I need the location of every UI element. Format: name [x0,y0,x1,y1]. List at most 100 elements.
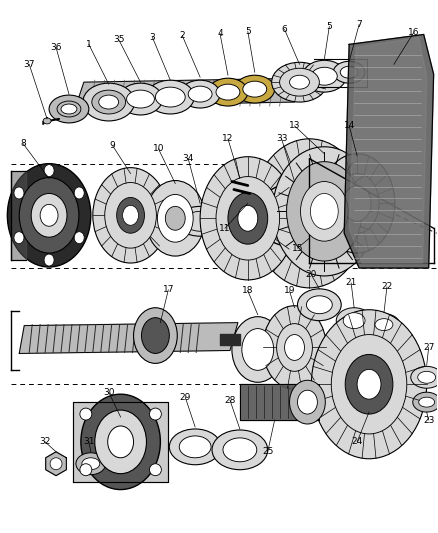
Ellipse shape [74,232,84,244]
Polygon shape [73,402,168,482]
Text: 24: 24 [351,438,363,446]
Ellipse shape [76,453,106,475]
Ellipse shape [419,397,434,407]
Ellipse shape [82,458,100,470]
Ellipse shape [149,464,161,475]
Text: 33: 33 [276,134,287,143]
Ellipse shape [228,192,268,244]
Ellipse shape [80,464,92,475]
Ellipse shape [311,310,427,459]
Text: 29: 29 [180,393,191,402]
Text: 7: 7 [356,20,362,29]
Ellipse shape [307,296,332,314]
Ellipse shape [270,161,349,265]
Text: 16: 16 [408,28,420,37]
Ellipse shape [165,206,185,230]
Ellipse shape [83,83,134,121]
Text: 2: 2 [180,31,185,40]
Ellipse shape [336,308,372,334]
Ellipse shape [57,101,81,117]
Text: 12: 12 [222,134,233,143]
Text: 6: 6 [282,25,287,34]
Text: 28: 28 [224,395,236,405]
Ellipse shape [212,430,268,470]
Ellipse shape [418,372,436,383]
Ellipse shape [61,104,77,114]
Ellipse shape [285,335,304,360]
Ellipse shape [99,95,119,109]
Ellipse shape [93,168,168,263]
Ellipse shape [92,90,126,114]
Ellipse shape [80,408,92,420]
Ellipse shape [375,319,393,330]
Ellipse shape [123,205,138,225]
Ellipse shape [286,161,362,261]
Ellipse shape [368,314,400,336]
Ellipse shape [290,75,309,89]
Text: 37: 37 [24,60,35,69]
Ellipse shape [74,187,84,199]
Ellipse shape [303,60,346,92]
Ellipse shape [263,306,326,389]
Ellipse shape [179,436,211,458]
Ellipse shape [311,67,337,85]
Ellipse shape [44,254,54,266]
Text: 15: 15 [292,244,303,253]
Ellipse shape [272,62,327,102]
Text: 11: 11 [219,224,231,233]
Text: 14: 14 [343,122,355,131]
Ellipse shape [155,87,185,107]
Ellipse shape [232,317,283,382]
Text: 32: 32 [39,438,51,446]
Ellipse shape [340,66,358,78]
Ellipse shape [49,95,89,123]
Text: 30: 30 [103,387,114,397]
Ellipse shape [242,329,274,370]
Ellipse shape [81,394,160,490]
Ellipse shape [188,86,212,102]
Ellipse shape [311,193,338,229]
Ellipse shape [40,204,58,226]
Text: 10: 10 [152,144,164,154]
Ellipse shape [108,426,134,458]
Ellipse shape [345,354,393,414]
Polygon shape [76,78,303,106]
Text: 35: 35 [113,35,124,44]
Ellipse shape [216,84,240,100]
Text: 8: 8 [21,139,26,148]
Ellipse shape [180,80,220,108]
Ellipse shape [343,185,371,221]
Polygon shape [19,322,238,353]
Text: 1: 1 [86,40,92,49]
Ellipse shape [243,81,267,97]
Ellipse shape [319,154,395,253]
Text: 13: 13 [289,122,300,131]
Ellipse shape [208,78,248,106]
Text: 23: 23 [423,416,434,424]
Ellipse shape [117,197,145,233]
Ellipse shape [170,429,221,465]
Ellipse shape [105,182,156,248]
Text: 18: 18 [242,286,254,295]
Text: 36: 36 [50,43,62,52]
Text: 22: 22 [381,282,392,292]
Ellipse shape [297,289,341,321]
Ellipse shape [223,438,257,462]
Text: 21: 21 [346,278,357,287]
Ellipse shape [290,380,325,424]
Ellipse shape [157,195,193,242]
Ellipse shape [31,193,67,237]
Ellipse shape [297,390,318,414]
Ellipse shape [300,182,348,241]
Ellipse shape [200,157,296,280]
Ellipse shape [333,61,365,83]
Ellipse shape [7,164,91,267]
Ellipse shape [119,83,162,115]
Ellipse shape [235,75,275,103]
Text: 34: 34 [183,154,194,163]
Ellipse shape [288,185,331,241]
Ellipse shape [149,408,161,420]
Ellipse shape [331,335,407,434]
Text: 25: 25 [262,447,273,456]
Ellipse shape [141,318,170,353]
